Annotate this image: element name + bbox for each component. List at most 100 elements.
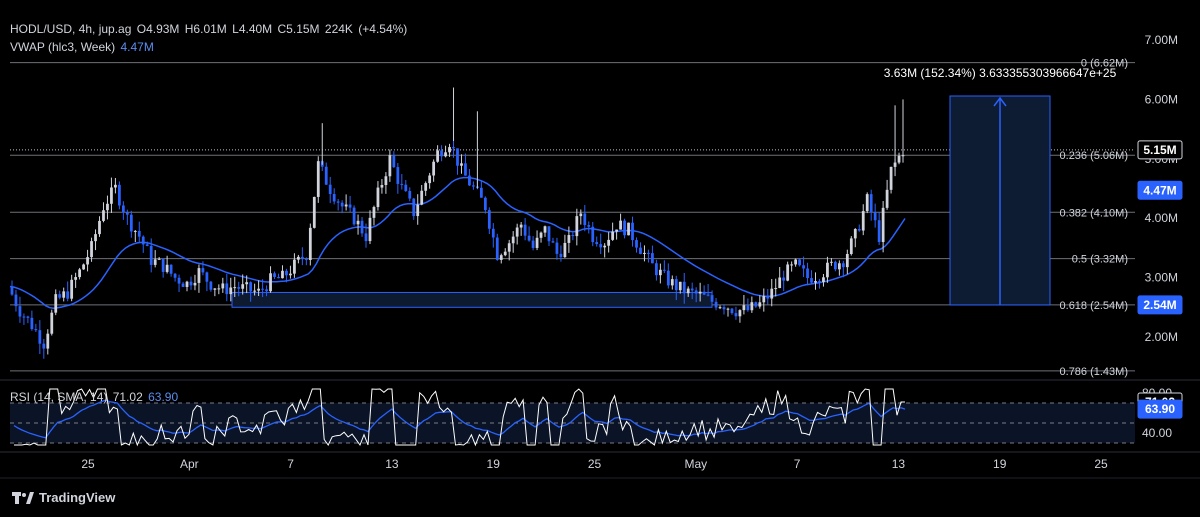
candle-body xyxy=(806,268,809,279)
time-tick-label: 7 xyxy=(794,457,801,471)
candle-body xyxy=(300,256,304,260)
candle-body xyxy=(249,282,253,292)
price-range-measure[interactable] xyxy=(231,95,1051,308)
candle-body xyxy=(74,277,78,280)
time-axis[interactable]: 25 Apr 7 13 19 25 May 7 13 19 25 xyxy=(81,457,1108,471)
vwap-label: VWAP (hlc3, Week) xyxy=(10,40,116,54)
vwap-legend[interactable]: VWAP (hlc3, Week) 4.47M xyxy=(10,40,156,54)
candle-body xyxy=(857,229,861,231)
candle-body xyxy=(10,286,14,295)
candle-body xyxy=(444,152,447,157)
candle-body xyxy=(229,287,233,295)
candle-body xyxy=(110,187,113,204)
candle-body xyxy=(686,288,690,294)
candle-body xyxy=(782,277,786,281)
candle-body xyxy=(428,175,432,184)
time-tick-label: 13 xyxy=(385,457,399,471)
candle-body xyxy=(523,224,527,236)
candle-body xyxy=(340,202,344,207)
candle-body xyxy=(464,163,467,176)
candlestick-series xyxy=(10,87,905,359)
vwap-value: 4.47M xyxy=(120,40,154,54)
price-tick-label: 6.00M xyxy=(1145,92,1178,106)
price-axis[interactable]: 7.00M6.00M5.00M4.00M3.00M2.00M5.15M4.47M… xyxy=(1137,33,1183,344)
candle-body xyxy=(635,240,638,248)
candle-body xyxy=(595,242,599,245)
candle-body xyxy=(834,261,837,270)
tradingview-logo[interactable]: TradingView xyxy=(12,490,115,505)
candle-body xyxy=(519,224,523,228)
candle-body xyxy=(54,294,58,313)
candle-body xyxy=(889,166,893,190)
candle-body xyxy=(34,329,38,331)
candle-body xyxy=(483,197,487,211)
candle-body xyxy=(527,235,531,241)
candle-body xyxy=(690,288,694,291)
candle-body xyxy=(289,273,292,276)
candle-body xyxy=(293,259,296,274)
candle-body xyxy=(328,184,332,195)
candle-body xyxy=(456,148,459,166)
candle-body xyxy=(133,230,137,232)
candle-body xyxy=(491,228,495,238)
volume-value: 224K xyxy=(324,22,353,36)
candle-body xyxy=(698,291,702,294)
candle-body xyxy=(694,290,698,294)
candle-body xyxy=(718,307,722,309)
time-tick-label: 25 xyxy=(588,457,602,471)
candle-body xyxy=(865,194,869,212)
candle-body xyxy=(145,244,149,246)
price-badge-label: 4.47M xyxy=(1143,183,1176,197)
rsi-legend[interactable]: RSI (14, SMA, 14) 71.02 63.90 xyxy=(10,390,180,404)
candle-body xyxy=(400,183,404,185)
candle-body xyxy=(118,184,121,206)
candle-body xyxy=(78,269,81,278)
candle-body xyxy=(125,212,129,215)
candle-body xyxy=(98,220,101,235)
candle-body xyxy=(746,305,750,311)
candle-body xyxy=(662,269,666,271)
candle-body xyxy=(416,204,420,217)
candle-body xyxy=(137,230,141,237)
candle-body xyxy=(583,213,587,226)
candle-body xyxy=(257,288,260,291)
candle-body xyxy=(90,241,93,258)
candle-body xyxy=(396,167,400,184)
candle-body xyxy=(655,263,658,276)
vwap-line xyxy=(9,176,906,310)
candle-body xyxy=(849,238,853,254)
candle-body xyxy=(794,259,797,265)
candle-body xyxy=(169,264,173,274)
candle-body xyxy=(265,289,268,292)
candle-body xyxy=(165,264,169,272)
candle-body xyxy=(273,273,276,277)
candle-body xyxy=(841,263,845,268)
candle-body xyxy=(460,163,463,166)
candle-body xyxy=(754,302,758,307)
price-badge-bg xyxy=(1137,140,1183,160)
measure-arrow-head xyxy=(993,96,1007,107)
candle-body xyxy=(730,308,734,314)
candle-body xyxy=(897,155,901,163)
candle-body xyxy=(376,187,380,208)
time-tick-label: 25 xyxy=(1094,457,1108,471)
candle-body xyxy=(157,258,161,260)
candle-body xyxy=(627,222,630,236)
candle-body xyxy=(547,226,551,242)
candle-body xyxy=(631,222,634,241)
candle-body xyxy=(734,313,738,317)
candle-body xyxy=(726,308,730,310)
candle-body xyxy=(722,307,726,310)
candle-body xyxy=(666,270,670,286)
candle-body xyxy=(468,175,471,186)
time-tick-label: 13 xyxy=(892,457,906,471)
price-badge: 5.15M xyxy=(1137,140,1183,160)
candle-body xyxy=(121,205,125,213)
candle-body xyxy=(670,279,674,286)
candle-body xyxy=(217,288,221,290)
candle-body xyxy=(38,330,42,344)
candle-body xyxy=(412,198,416,217)
candle-body xyxy=(304,259,308,261)
symbol-legend[interactable]: HODL/USD, 4h, jup.ag O4.93M H6.01M L4.40… xyxy=(10,22,409,36)
